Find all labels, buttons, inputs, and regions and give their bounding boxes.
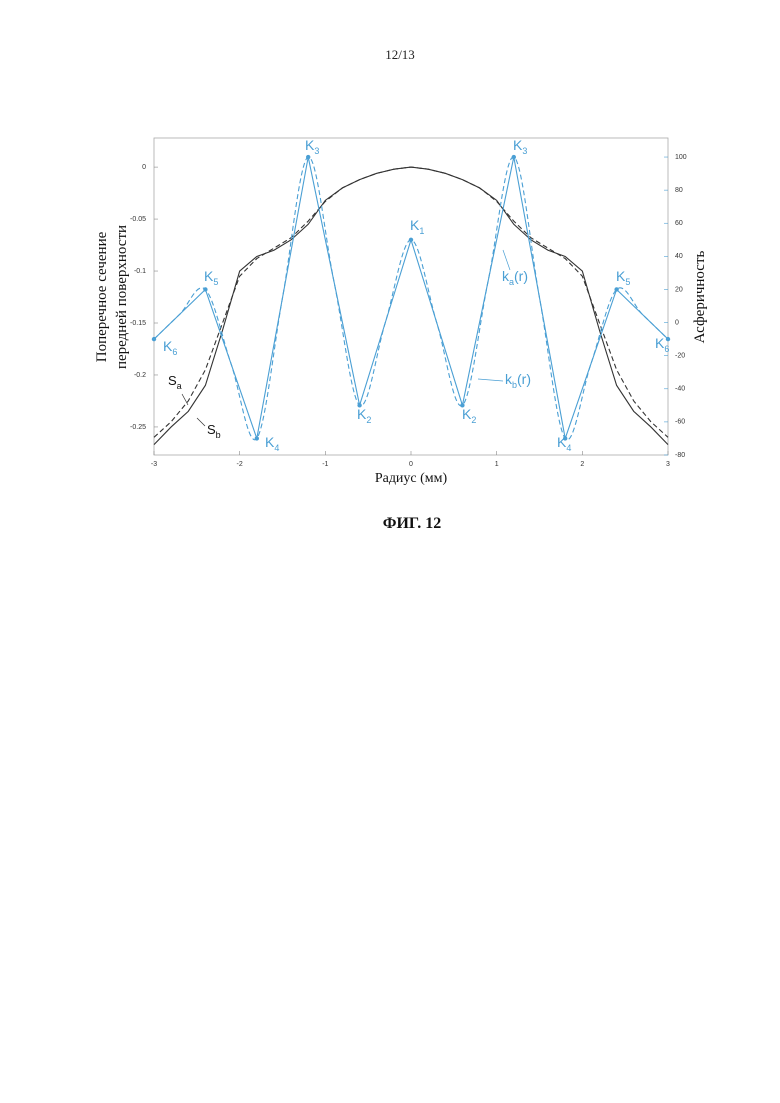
y2-tick-label: 100 xyxy=(675,154,687,161)
annotation-rest: (r) xyxy=(514,268,528,284)
x-axis-label: Радиус (мм) xyxy=(375,471,448,486)
y-tick-label: -0.05 xyxy=(130,216,146,223)
y2-tick-label: 40 xyxy=(675,253,683,260)
y2-tick-label: 0 xyxy=(675,319,679,326)
annotation-sub: 4 xyxy=(566,443,571,453)
x-tick-label: -3 xyxy=(151,461,157,468)
annotation: K5 xyxy=(204,268,218,287)
x-tick-label: 1 xyxy=(495,461,499,468)
annotation-sub: b xyxy=(216,430,221,440)
annotation: K2 xyxy=(357,406,371,425)
annotation-sub: 3 xyxy=(314,146,319,156)
annotation-sub: 4 xyxy=(274,443,279,453)
y2-tick-label: -40 xyxy=(675,386,685,393)
page-number: 12/13 xyxy=(385,47,415,62)
annotation-base: S xyxy=(207,422,216,437)
y2-tick-label: -20 xyxy=(675,353,685,360)
series-line xyxy=(154,167,668,445)
annotation: K3 xyxy=(305,137,319,156)
annotation: K1 xyxy=(410,217,424,236)
x-tick-label: 3 xyxy=(666,461,670,468)
annotation-sub: 6 xyxy=(664,344,669,354)
y-tick-label: -0.1 xyxy=(134,268,146,275)
annotation: K4 xyxy=(265,434,279,453)
plot-frame xyxy=(154,138,668,455)
y2-tick-label: 80 xyxy=(675,187,683,194)
annotation-sub: 1 xyxy=(419,226,424,236)
x-tick-label: 0 xyxy=(409,461,413,468)
y2-tick-label: -80 xyxy=(675,452,685,459)
x-tick-label: -1 xyxy=(322,461,328,468)
annotation: K2 xyxy=(462,406,476,425)
annotation-sub: 5 xyxy=(213,277,218,287)
annotation: K4 xyxy=(557,434,571,453)
y2-tick-label: -60 xyxy=(675,419,685,426)
x-tick-label: 2 xyxy=(580,461,584,468)
y-tick-label: -0.15 xyxy=(130,320,146,327)
annotation-sub: 3 xyxy=(522,146,527,156)
y-axis-label: передней поверхности xyxy=(114,225,130,369)
x-tick-label: -2 xyxy=(237,461,243,468)
y2-axis-label: Асферичность xyxy=(692,250,708,343)
y2-tick-label: 20 xyxy=(675,286,683,293)
annotation-sub: 2 xyxy=(471,415,476,425)
figure-caption: ФИГ. 12 xyxy=(383,515,442,532)
annotation-sub: 2 xyxy=(366,415,371,425)
y-tick-label: -0.25 xyxy=(130,424,146,431)
annotation: kb(r) xyxy=(505,371,531,390)
annotation-sub: 6 xyxy=(172,347,177,357)
series-line xyxy=(154,157,668,438)
annotation-sub: a xyxy=(177,381,182,391)
annotation-rest: (r) xyxy=(517,371,531,387)
y-tick-label: -0.2 xyxy=(134,372,146,379)
y-tick-label: 0 xyxy=(142,164,146,171)
y-axis-label: Поперечное сечение xyxy=(94,231,110,362)
annotation: Sb xyxy=(207,422,221,440)
y2-tick-label: 60 xyxy=(675,220,683,227)
annotation: K5 xyxy=(616,268,630,287)
annotation: K3 xyxy=(513,137,527,156)
annotation: Sa xyxy=(168,373,182,391)
annotation-sub: 5 xyxy=(625,277,630,287)
annotation-base: S xyxy=(168,373,177,388)
annotation: ka(r) xyxy=(502,268,528,287)
annotation: K6 xyxy=(163,338,177,357)
page: 12/13 Радиус (мм) Поперечное сечение пер… xyxy=(0,0,780,1103)
